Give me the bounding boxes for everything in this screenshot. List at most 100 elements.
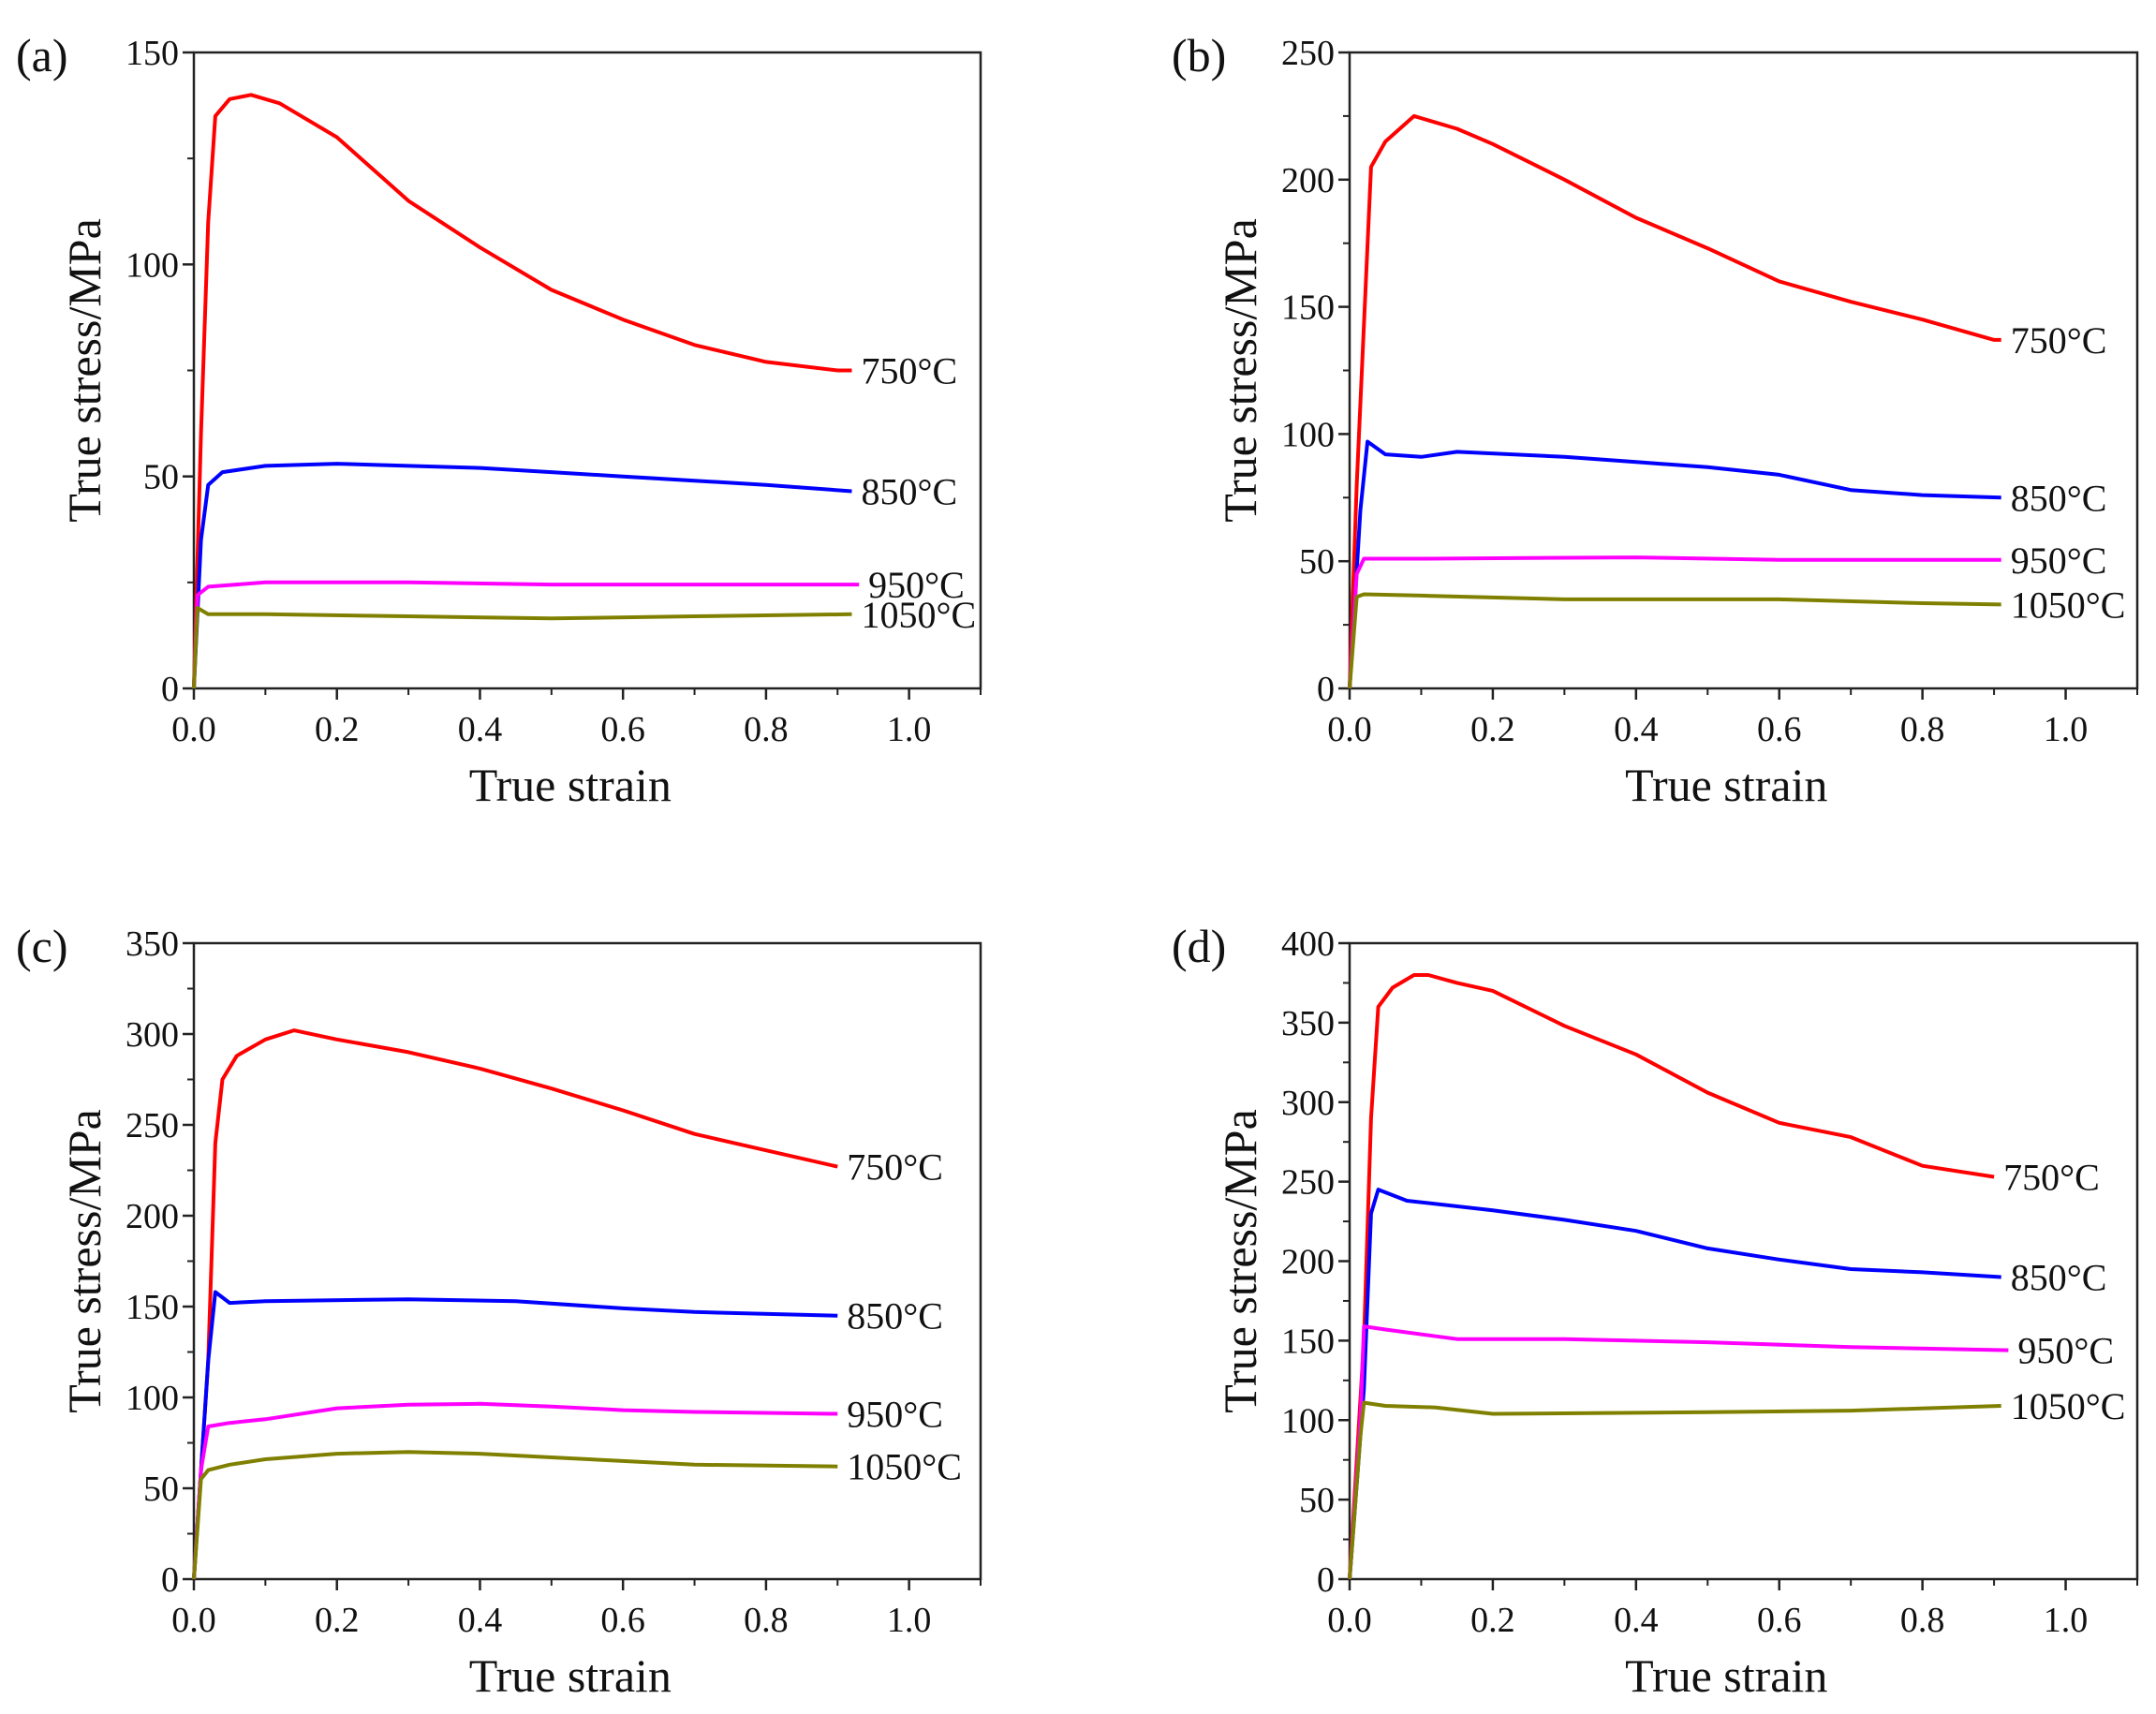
series-line-1050c [1348, 592, 2001, 689]
y-tick-label: 50 [143, 1470, 179, 1509]
y-tick-label: 200 [126, 1197, 179, 1236]
series-line-950c [1348, 1324, 2009, 1580]
series-label: 850°C [2011, 1256, 2107, 1298]
y-tick-label: 150 [126, 34, 179, 73]
y-tick-label: 100 [126, 1379, 179, 1418]
y-tick-label: 50 [1299, 1481, 1335, 1520]
y-tick-label: 0 [161, 1560, 179, 1600]
series-label: 750°C [847, 1146, 943, 1189]
series-line-850c [1348, 439, 2001, 689]
x-tick-label: 0.0 [1327, 1601, 1372, 1640]
y-axis-label: True stress/MPa [1214, 1109, 1266, 1413]
series-label: 850°C [2011, 477, 2107, 519]
panel-label: (d) [1172, 920, 1226, 972]
x-tick-label: 0.4 [1614, 710, 1659, 749]
y-tick-label: 250 [1281, 34, 1335, 73]
series-label: 950°C [2017, 1330, 2114, 1372]
y-tick-label: 400 [1281, 924, 1335, 964]
x-tick-label: 1.0 [887, 710, 932, 749]
series-line-1050c [192, 606, 852, 689]
series-line-850c [1348, 1188, 2001, 1580]
y-tick-label: 300 [1281, 1084, 1335, 1123]
series-label: 1050°C [847, 1446, 962, 1488]
x-tick-label: 0.2 [1470, 710, 1515, 749]
y-tick-label: 350 [1281, 1004, 1335, 1043]
y-tick-label: 100 [1281, 1401, 1335, 1441]
series-line-850c [192, 1290, 838, 1580]
y-tick-label: 100 [126, 245, 179, 285]
y-tick-label: 350 [126, 924, 179, 964]
y-tick-label: 300 [126, 1015, 179, 1055]
x-tick-label: 0.6 [1757, 1601, 1802, 1640]
series-line-750c [1348, 113, 2001, 689]
series-line-750c [192, 1028, 838, 1580]
series-line-1050c [1348, 1400, 2001, 1580]
x-tick-label: 0.4 [458, 1601, 503, 1640]
x-tick-label: 0.2 [315, 710, 360, 749]
panel-label: (a) [16, 29, 68, 81]
panel-label: (c) [16, 920, 68, 972]
series-line-750c [192, 93, 852, 689]
chart-panel-c: 0.0 0.2 0.4 0.6 0.8 1.0 0 50 100 150 200 250 300 350 T… [16, 920, 982, 1702]
y-tick-label: 200 [1281, 161, 1335, 200]
y-axis-label: True stress/MPa [58, 1109, 111, 1413]
x-tick-label: 1.0 [2044, 710, 2089, 749]
series-label: 850°C [862, 471, 958, 513]
chart-panel-d: 0.0 0.2 0.4 0.6 0.8 1.0 0 50 100 150 200 250 300 350 4… [1172, 920, 2139, 1702]
y-tick-label: 0 [161, 670, 179, 709]
x-tick-label: 0.4 [1614, 1601, 1659, 1640]
series-line-850c [192, 462, 852, 689]
y-tick-label: 150 [1281, 288, 1335, 328]
series-line-950c [192, 1401, 838, 1580]
x-tick-label: 0.8 [744, 710, 789, 749]
series-line-1050c [192, 1450, 838, 1580]
series-label: 1050°C [862, 594, 977, 636]
x-axis-label: True strain [469, 1649, 672, 1702]
series-label: 750°C [2003, 1157, 2100, 1199]
series-line-950c [1348, 555, 2001, 689]
y-tick-label: 50 [1299, 542, 1335, 582]
x-tick-label: 0.2 [315, 1601, 360, 1640]
x-tick-label: 0.0 [171, 710, 216, 749]
y-tick-label: 100 [1281, 415, 1335, 454]
y-tick-label: 0 [1317, 1560, 1335, 1600]
series-label: 850°C [847, 1295, 943, 1337]
y-tick-label: 200 [1281, 1243, 1335, 1282]
x-axis-label: True strain [1625, 759, 1827, 811]
series-label: 750°C [862, 350, 958, 392]
series-label: 950°C [2011, 539, 2107, 582]
x-tick-label: 0.0 [1327, 710, 1372, 749]
x-tick-label: 0.0 [171, 1601, 216, 1640]
x-tick-label: 0.6 [1757, 710, 1802, 749]
chart-panel-a: 0.0 0.2 0.4 0.6 0.8 1.0 0 50 100 150 True strain Tr… [16, 29, 982, 811]
y-tick-label: 50 [143, 458, 179, 497]
panel-label: (b) [1172, 29, 1226, 81]
chart-panel-b: 0.0 0.2 0.4 0.6 0.8 1.0 0 50 100 150 200 250 True st… [1172, 29, 2139, 811]
x-tick-label: 0.6 [600, 1601, 645, 1640]
x-tick-label: 1.0 [2044, 1601, 2089, 1640]
series-label: 750°C [2011, 319, 2107, 362]
x-tick-label: 0.8 [744, 1601, 789, 1640]
x-tick-label: 0.6 [600, 710, 645, 749]
series-label: 950°C [868, 564, 965, 606]
series-label: 1050°C [2011, 1385, 2126, 1427]
y-tick-label: 150 [126, 1288, 179, 1327]
y-axis-label: True stress/MPa [58, 218, 111, 523]
x-axis-label: True strain [1625, 1649, 1827, 1702]
series-label: 1050°C [2011, 584, 2126, 626]
y-tick-label: 250 [1281, 1163, 1335, 1203]
series-label: 950°C [847, 1393, 943, 1435]
x-axis-label: True strain [469, 759, 672, 811]
y-tick-label: 250 [126, 1106, 179, 1145]
x-tick-label: 0.8 [1900, 710, 1945, 749]
series-line-750c [1348, 973, 1995, 1580]
x-tick-label: 0.8 [1900, 1601, 1945, 1640]
y-tick-label: 0 [1317, 670, 1335, 709]
x-tick-label: 0.2 [1470, 1601, 1515, 1640]
x-tick-label: 0.4 [458, 710, 503, 749]
y-tick-label: 150 [1281, 1322, 1335, 1361]
y-axis-label: True stress/MPa [1214, 218, 1266, 523]
x-tick-label: 1.0 [887, 1601, 932, 1640]
series-line-950c [192, 580, 860, 689]
